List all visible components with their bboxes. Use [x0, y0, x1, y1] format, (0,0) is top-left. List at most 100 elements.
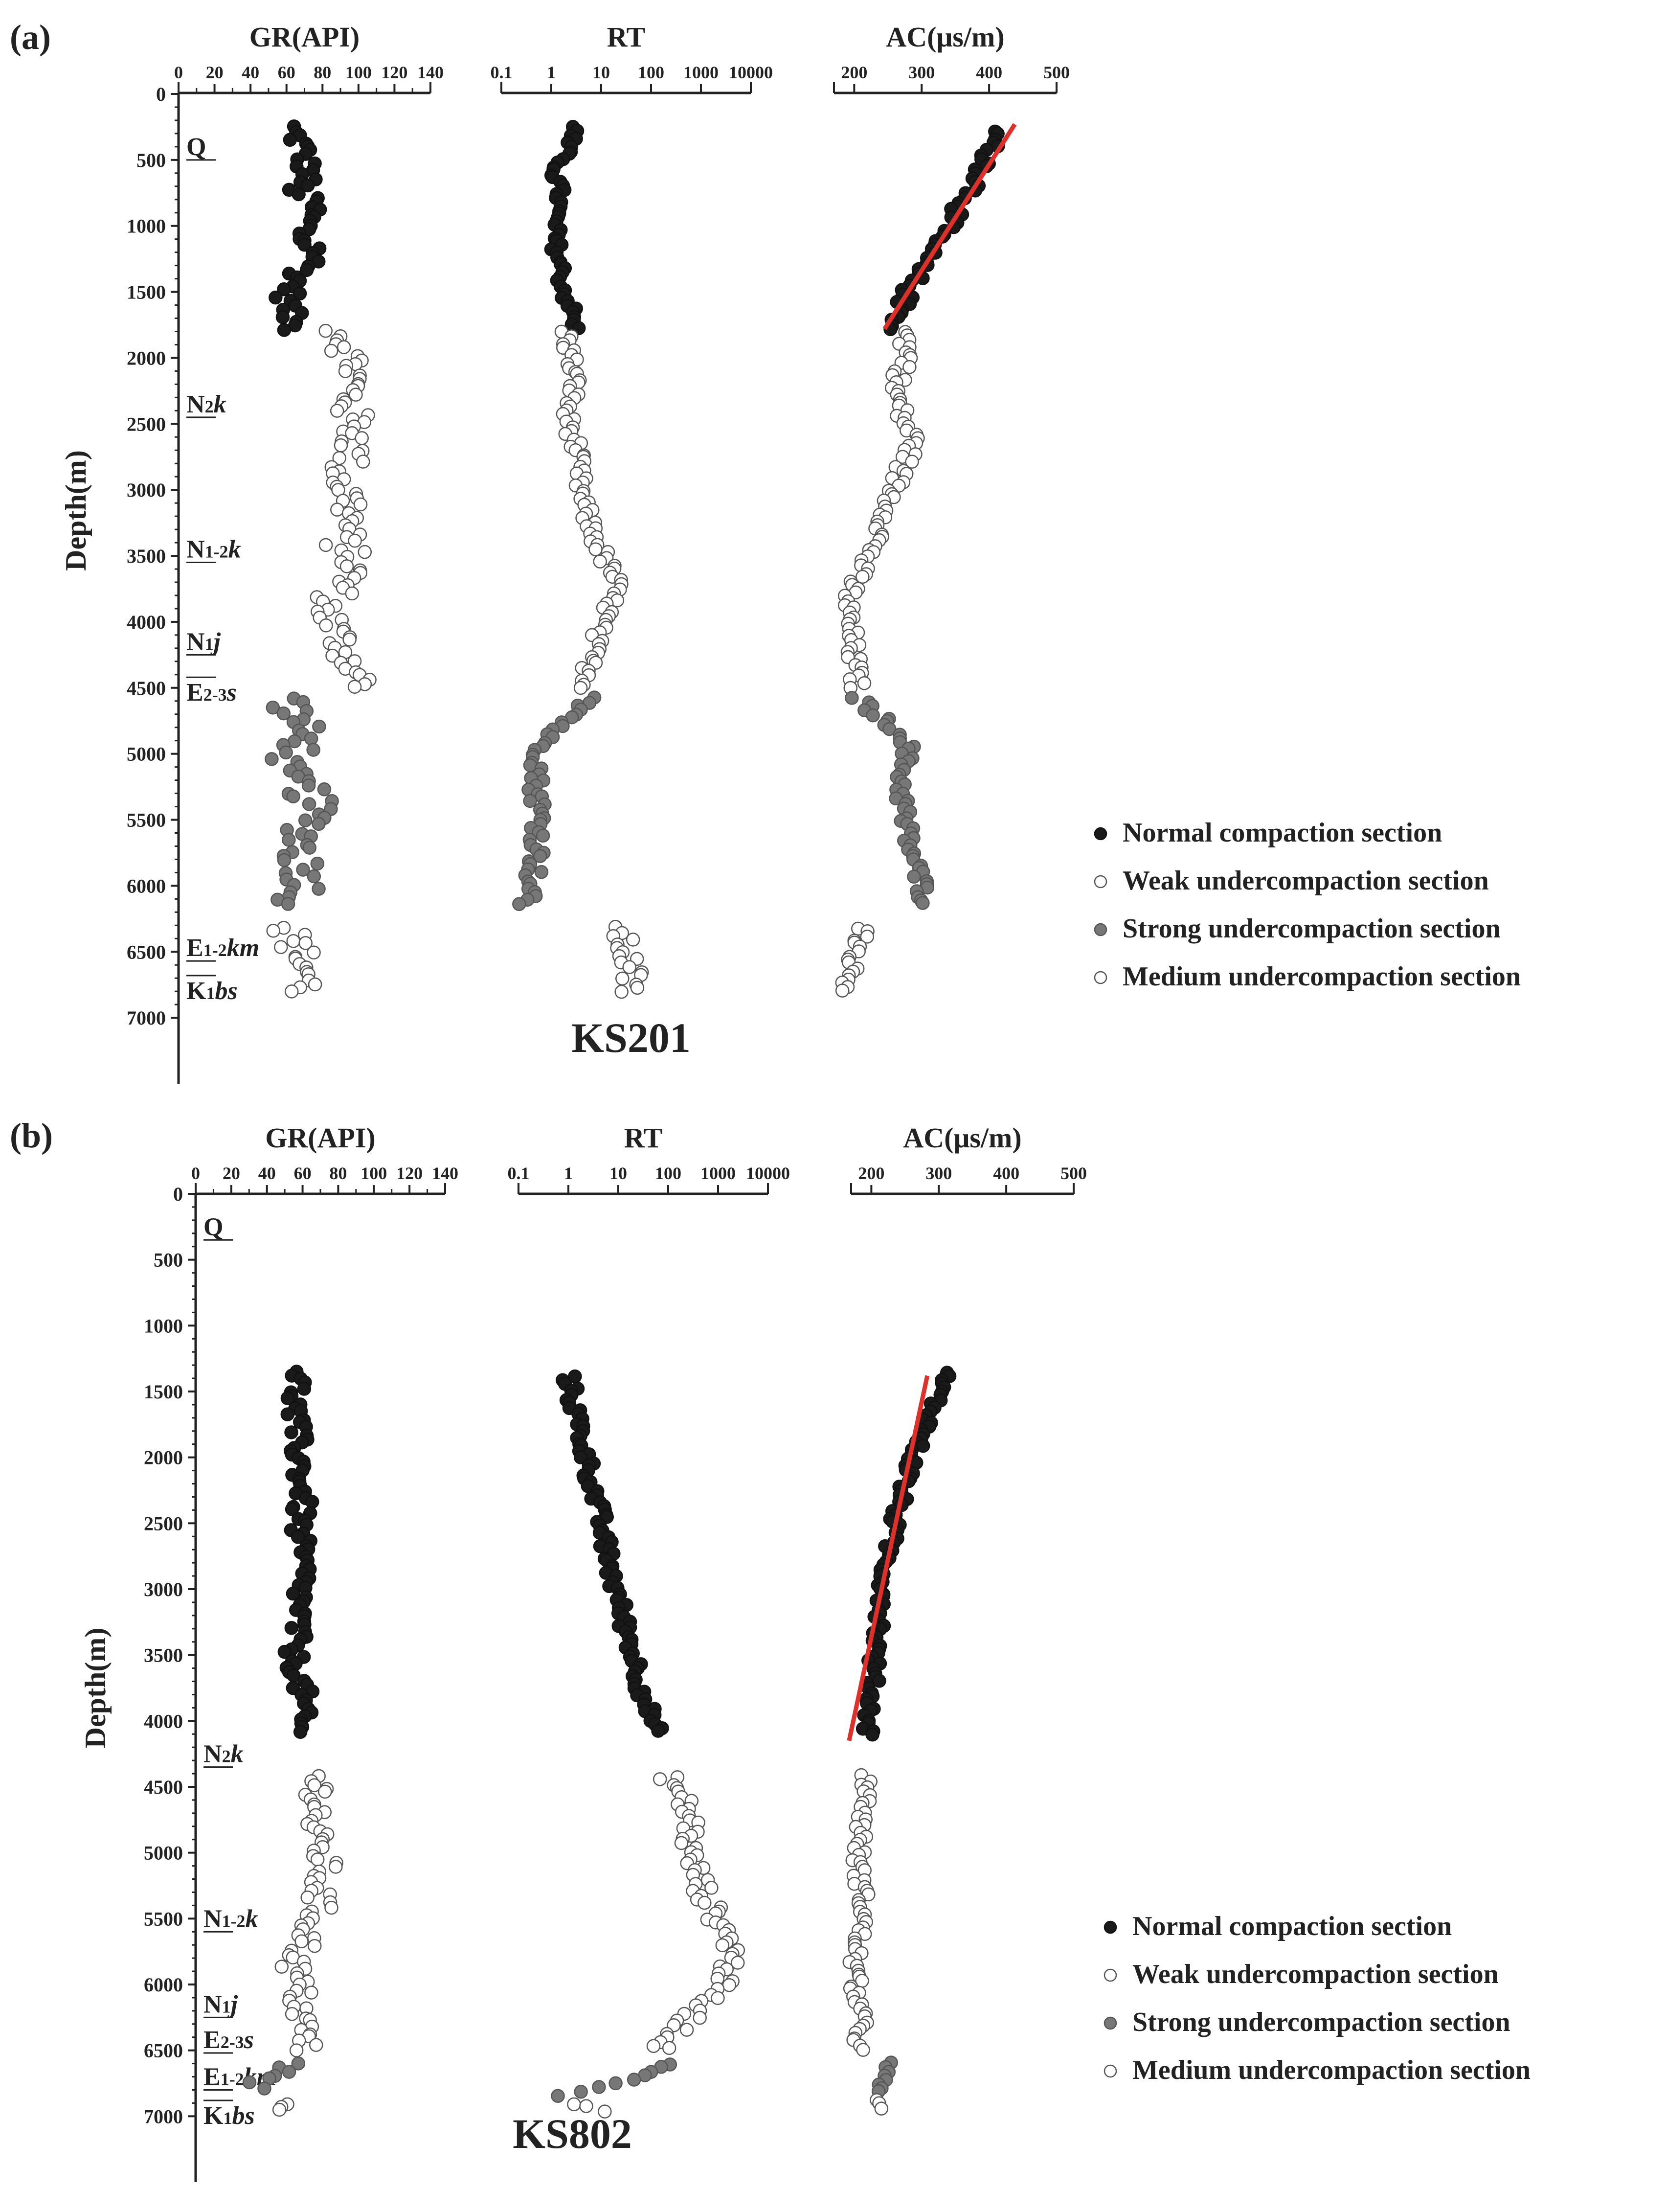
depth-tick-label: 1500 [127, 281, 166, 303]
formation-label: E2-3s [203, 2026, 254, 2054]
legend-marker-medium [1104, 2064, 1117, 2078]
depth-tick-label: 7000 [144, 2105, 183, 2127]
data-point-normal [872, 1674, 886, 1688]
data-point-weak [330, 404, 344, 418]
data-point-strong [907, 869, 921, 884]
data-point-weak [588, 542, 603, 556]
track-tick-label: 300 [908, 63, 935, 82]
data-point-medium [579, 2099, 593, 2113]
data-point-weak [857, 676, 872, 690]
depth-tick-label: 2500 [144, 1512, 183, 1534]
formation-label: N1-2k [203, 1905, 258, 1933]
data-point-weak [573, 681, 588, 695]
data-point-weak [338, 364, 353, 378]
track-tick-label: 100 [345, 63, 372, 82]
data-point-strong [512, 897, 526, 912]
legend-label: Normal compaction section [1123, 818, 1442, 848]
data-point-medium [298, 936, 313, 950]
track-tick-label: 0 [174, 63, 183, 82]
data-point-medium [266, 924, 280, 938]
formation-label: E1-2km [186, 934, 259, 962]
depth-tick-label: 6000 [127, 875, 166, 897]
legend-label: Weak undercompaction section [1123, 866, 1489, 896]
data-point-medium [272, 2102, 287, 2117]
depth-tick-label: 6500 [127, 941, 166, 963]
data-point-strong [845, 691, 859, 705]
data-point-medium [630, 981, 645, 995]
data-point-weak [319, 618, 333, 633]
data-point-weak [307, 1938, 322, 1953]
data-point-strong [916, 896, 930, 910]
data-point-normal [284, 1621, 299, 1635]
data-point-weak [307, 1778, 321, 1793]
data-point-strong [277, 853, 292, 867]
data-point-normal [291, 1530, 305, 1544]
data-point-weak [318, 1784, 332, 1799]
legend-label: Medium undercompaction section [1132, 2055, 1531, 2085]
formation-label: N2k [203, 1740, 244, 1768]
data-point-weak [334, 438, 348, 453]
data-point-normal [277, 1644, 292, 1659]
track-title: GR(API) [249, 21, 360, 53]
data-point-weak [856, 2043, 870, 2057]
data-point-strong [551, 2089, 565, 2103]
data-point-medium [835, 983, 850, 998]
legend-label: Strong undercompaction section [1123, 913, 1501, 944]
data-point-strong [282, 833, 296, 847]
depth-tick-label: 6500 [144, 2040, 183, 2062]
data-point-medium [307, 945, 321, 960]
depth-tick-label: 4000 [127, 611, 166, 633]
data-point-strong [265, 752, 279, 766]
track-tick-label: 80 [314, 63, 331, 82]
track-tick-label: 10000 [729, 63, 773, 82]
data-point-strong [242, 2075, 257, 2090]
formation-label: N1j [203, 1990, 238, 2018]
track-tick-label: 10000 [746, 1163, 790, 1183]
data-point-strong [281, 897, 295, 911]
track-title: AC(μs/m) [886, 21, 1004, 53]
track-tick-label: 500 [1060, 1163, 1087, 1183]
data-point-weak [348, 533, 362, 548]
track-tick-label: 400 [976, 63, 1002, 82]
data-point-medium [284, 984, 299, 999]
track-tick-label: 60 [294, 1163, 312, 1183]
data-point-weak [856, 570, 870, 584]
track-tick-label: 40 [258, 1163, 276, 1183]
data-point-medium [567, 2097, 581, 2112]
data-point-strong [257, 2081, 271, 2096]
data-point-strong [574, 2085, 588, 2099]
data-point-strong [266, 700, 280, 715]
formation-label: E2-3s [186, 679, 237, 707]
track-tick-label: 1 [564, 1163, 573, 1183]
formation-label: N1j [186, 628, 221, 656]
data-point-weak [679, 2023, 694, 2037]
data-point-weak [646, 2039, 661, 2053]
track-tick-label: 1 [547, 63, 556, 82]
data-point-normal [305, 1495, 319, 1509]
depth-tick-label: 1500 [144, 1381, 183, 1403]
data-point-weak [715, 1938, 730, 1953]
legend-marker-weak [1104, 1968, 1117, 1982]
data-point-weak [662, 2041, 676, 2055]
data-point-medium [308, 977, 322, 992]
data-point-weak [593, 554, 607, 569]
data-point-normal [292, 187, 306, 202]
legend-marker-normal [1094, 827, 1107, 841]
data-point-normal [300, 178, 315, 193]
track-tick-label: 40 [242, 63, 259, 82]
depth-tick-label: 5500 [144, 1908, 183, 1930]
track-title: RT [624, 1122, 663, 1154]
track-tick-label: 500 [1043, 63, 1070, 82]
data-point-medium [273, 940, 288, 954]
depth-tick-label: 1000 [144, 1315, 183, 1337]
data-point-strong [291, 2056, 306, 2071]
data-point-normal [284, 1425, 298, 1439]
track-tick-label: 0.1 [508, 1163, 530, 1183]
data-point-weak [905, 455, 919, 469]
depth-tick-label: 3000 [144, 1578, 183, 1600]
depth-tick-label: 6000 [144, 1974, 183, 1996]
data-point-strong [306, 743, 320, 757]
data-point-normal [286, 1586, 300, 1601]
data-point-weak [289, 2043, 304, 2057]
data-point-weak [653, 1772, 667, 1786]
